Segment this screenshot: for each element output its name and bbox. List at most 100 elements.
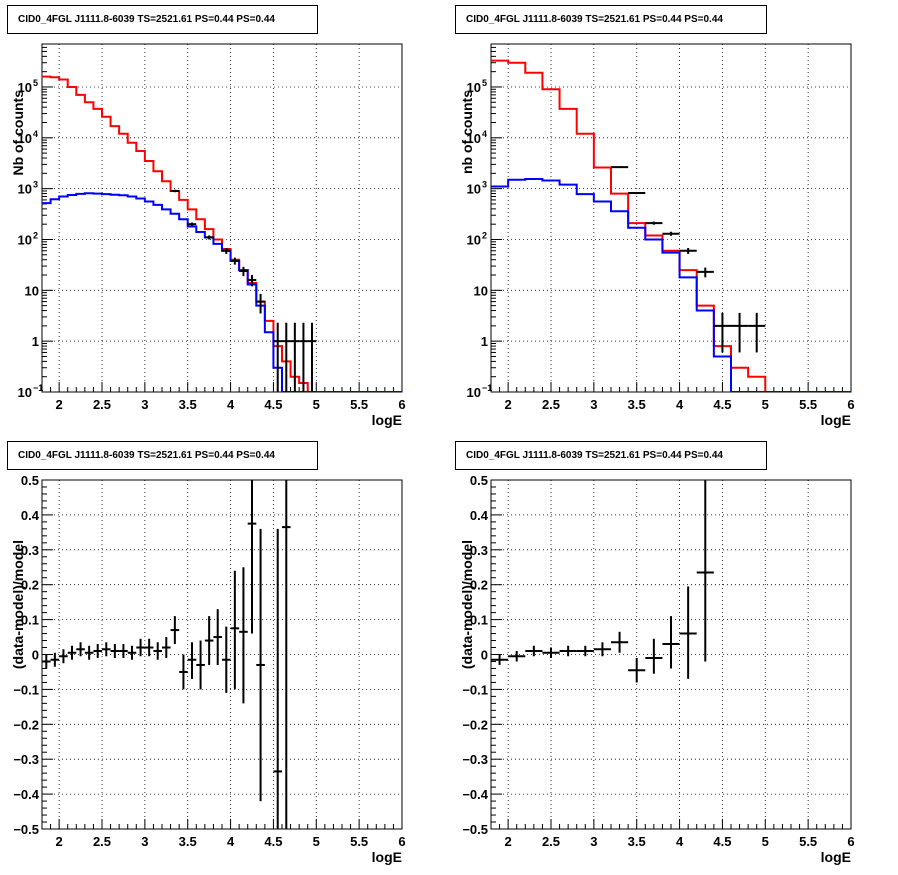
data-point bbox=[50, 652, 60, 667]
x-tick-label: 6 bbox=[398, 397, 405, 412]
data-point bbox=[559, 645, 577, 657]
data-point bbox=[282, 480, 291, 829]
y-tick-label: 10 bbox=[18, 182, 32, 197]
y-tick-label: 10 bbox=[467, 385, 481, 400]
x-axis-label: logE bbox=[821, 412, 851, 428]
x-tick-label: 5.5 bbox=[799, 397, 817, 412]
y-tick-label: −0.3 bbox=[462, 752, 488, 767]
data-point bbox=[144, 638, 154, 657]
data-point bbox=[696, 480, 714, 662]
x-tick-label: 3.5 bbox=[179, 834, 197, 849]
y-tick-exponent: 4 bbox=[33, 129, 38, 139]
plot-area bbox=[491, 480, 714, 683]
data-point bbox=[282, 322, 291, 392]
data-point bbox=[731, 312, 749, 353]
y-tick-label: −0.3 bbox=[13, 752, 39, 767]
plot-area bbox=[491, 59, 851, 392]
data-point bbox=[222, 247, 231, 254]
y-tick-exponent: 3 bbox=[33, 180, 38, 190]
x-tick-label: 4.5 bbox=[264, 834, 282, 849]
y-tick-label: 0.5 bbox=[470, 473, 488, 488]
data-point bbox=[256, 293, 265, 314]
y-tick-label: 10 bbox=[467, 131, 481, 146]
y-tick-label: 10 bbox=[18, 385, 32, 400]
y-tick-exponent: −1 bbox=[482, 383, 492, 393]
histogram-series-2 bbox=[491, 177, 851, 392]
y-tick-label: 0.3 bbox=[21, 543, 39, 558]
x-tick-label: 3 bbox=[141, 834, 148, 849]
chart-panel-bottom-left: 2 2.5 3 3.5 4 4.5 5 5.5 6 −0.5 −0.4 −0.3 −0.2 −0.1 0 0.… bbox=[10, 473, 406, 865]
x-tick-label: 3.5 bbox=[628, 834, 646, 849]
data-point bbox=[299, 322, 308, 392]
data-point bbox=[42, 654, 51, 669]
data-point bbox=[256, 528, 265, 802]
data-point bbox=[230, 570, 240, 690]
data-point bbox=[59, 649, 68, 664]
data-point bbox=[576, 645, 594, 657]
data-point bbox=[542, 647, 560, 658]
x-tick-label: 6 bbox=[847, 834, 854, 849]
data-point bbox=[162, 637, 171, 658]
data-point bbox=[153, 642, 162, 660]
data-point bbox=[662, 231, 680, 236]
y-tick-label: 10 bbox=[467, 80, 481, 95]
grid-lines bbox=[491, 44, 851, 392]
y-tick-label: 10 bbox=[18, 131, 32, 146]
chart-panel-bottom-right: 2 2.5 3 3.5 4 4.5 5 5.5 6 −0.5 −0.4 −0.3 −0.2 −0.1 0 0.… bbox=[459, 473, 855, 865]
y-tick-label: 10 bbox=[25, 283, 39, 298]
x-tick-label: 5.5 bbox=[350, 397, 368, 412]
y-tick-label: 0.3 bbox=[470, 543, 488, 558]
data-point bbox=[170, 189, 180, 193]
data-point bbox=[748, 312, 766, 353]
chart-title: CID0_4FGL J1111.8-6039 TS=2521.61 PS=0.4… bbox=[7, 441, 318, 470]
data-point bbox=[525, 645, 543, 657]
data-point bbox=[679, 247, 697, 254]
y-tick-label: −0.1 bbox=[462, 682, 488, 697]
x-tick-label: 4 bbox=[676, 397, 684, 412]
x-tick-label: 2 bbox=[505, 834, 512, 849]
y-tick-exponent: 2 bbox=[482, 230, 487, 240]
data-point bbox=[307, 322, 317, 392]
y-tick-label: 0 bbox=[481, 648, 488, 663]
y-tick-label: 10 bbox=[467, 232, 481, 247]
y-tick-label: 0.5 bbox=[21, 473, 39, 488]
data-point bbox=[230, 257, 240, 265]
x-tick-label: 6 bbox=[847, 397, 854, 412]
x-tick-label: 2.5 bbox=[93, 834, 111, 849]
y-tick-label: 10 bbox=[18, 80, 32, 95]
x-tick-label: 5 bbox=[313, 834, 320, 849]
y-tick-label: 0.4 bbox=[470, 508, 489, 523]
y-axis-label: (data-model)/model bbox=[459, 540, 475, 669]
x-tick-label: 3 bbox=[141, 397, 148, 412]
y-tick-label: −0.2 bbox=[13, 717, 39, 732]
y-tick-label: 10 bbox=[18, 232, 32, 247]
y-tick-exponent: 3 bbox=[482, 180, 487, 190]
data-point bbox=[204, 235, 214, 240]
x-tick-label: 4.5 bbox=[713, 834, 731, 849]
y-tick-label: −0.5 bbox=[462, 822, 488, 837]
data-point bbox=[662, 616, 680, 669]
data-point bbox=[110, 644, 120, 658]
y-tick-label: −0.2 bbox=[462, 717, 488, 732]
data-point bbox=[628, 657, 646, 683]
y-tick-label: 0 bbox=[32, 648, 39, 663]
plot-area bbox=[42, 480, 291, 829]
data-point bbox=[290, 322, 300, 392]
data-point bbox=[273, 322, 282, 392]
data-point bbox=[213, 609, 222, 665]
x-tick-label: 3 bbox=[590, 397, 597, 412]
x-tick-label: 3.5 bbox=[628, 397, 646, 412]
y-tick-label: 0.1 bbox=[21, 613, 39, 628]
y-tick-label: −0.4 bbox=[462, 787, 488, 802]
chart-title: CID0_4FGL J1111.8-6039 TS=2521.61 PS=0.4… bbox=[455, 5, 767, 34]
data-point bbox=[611, 631, 629, 653]
y-axis-label: (data-model)/model bbox=[10, 540, 26, 669]
data-point bbox=[628, 191, 646, 195]
data-point bbox=[713, 312, 731, 353]
data-point bbox=[204, 616, 214, 665]
y-axis-label: nb of counts bbox=[459, 90, 475, 174]
data-point bbox=[611, 166, 629, 169]
data-point bbox=[119, 644, 128, 658]
